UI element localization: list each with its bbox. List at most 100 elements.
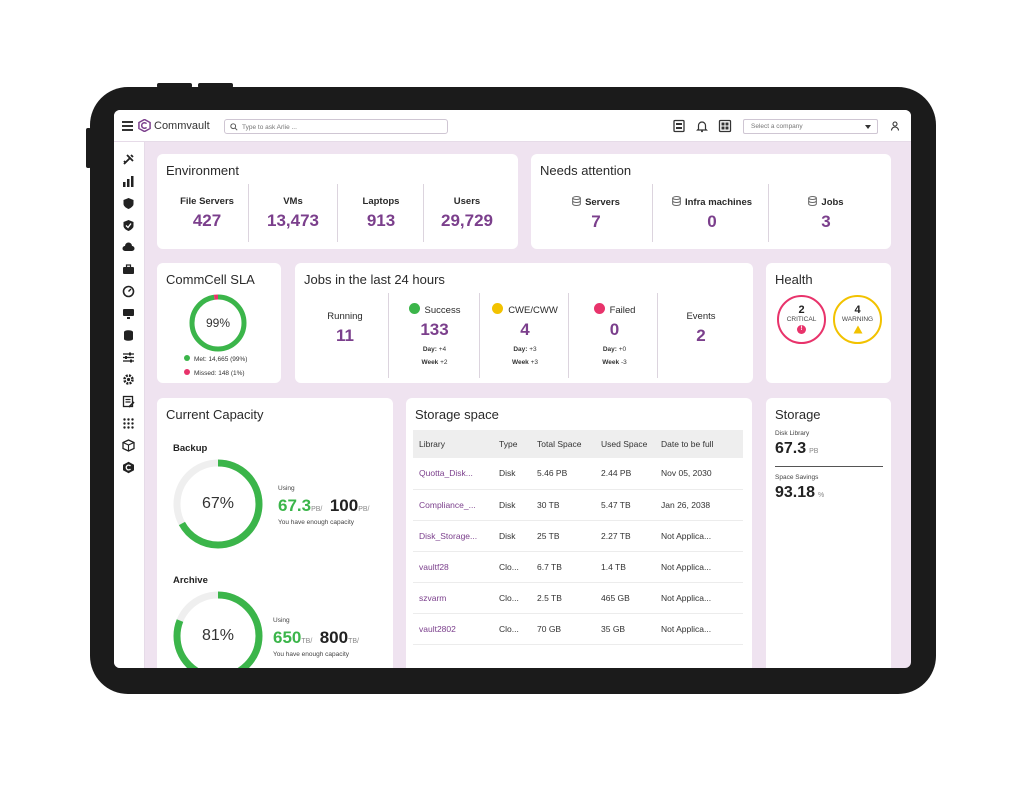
environment-title: Environment [166,163,239,178]
top-bar: Commvault Select a company [114,110,911,142]
table-cell: 2.44 PB [595,458,655,490]
divider [248,184,249,242]
jobs-success[interactable]: Success 133 Day: +4 Week +2 [392,303,477,366]
attention-servers[interactable]: Servers 7 [546,196,646,232]
health-warning[interactable]: 4 WARNING [833,295,882,344]
table-cell: 2.5 TB [531,582,595,614]
metric-file-servers[interactable]: File Servers 427 [167,196,247,231]
column-header[interactable]: Type [493,430,531,458]
tools-icon[interactable] [122,153,135,166]
sla-met-text: Met: 14,665 (99%) [194,356,248,363]
table-row[interactable]: vaultf28 Clo... 6.7 TB 1.4 TB Not Applic… [413,551,743,583]
health-critical[interactable]: 2 CRITICAL ! [777,295,826,344]
database-icon[interactable] [122,329,135,342]
library-link[interactable]: Disk_Storage... [413,520,493,552]
sliders-icon[interactable] [122,351,135,364]
company-select-value: Select a company [751,123,803,130]
health-title: Health [775,272,813,287]
metric-value: 0 [707,212,717,231]
attention-jobs[interactable]: Jobs 3 [776,196,876,232]
search-input[interactable] [242,121,442,133]
report-edit-icon[interactable] [122,395,135,408]
reports-icon[interactable] [672,119,686,133]
library-link[interactable]: vaultf28 [413,551,493,583]
backup-donut[interactable] [172,458,264,550]
library-link[interactable]: szvarm [413,582,493,614]
red-dot-icon [184,369,190,375]
jobs-cwe[interactable]: CWE/CWW 4 Day: +3 Week +3 [481,303,569,366]
apps-grid-icon[interactable] [718,119,732,133]
metric-value: 13,473 [267,211,319,230]
metric-vms[interactable]: VMs 13,473 [253,196,333,231]
failed-dot-icon [593,303,605,314]
commvault-hex-icon[interactable] [122,461,135,474]
column-header[interactable]: Total Space [531,430,595,458]
attention-infra-machines[interactable]: Infra machines 0 [657,196,767,232]
library-link[interactable]: vault2802 [413,613,493,645]
column-header[interactable]: Library [413,430,493,458]
metric-label: Success [424,305,461,316]
table-cell: 35 GB [595,613,655,645]
table-cell: 5.46 PB [531,458,595,490]
table-cell: Not Applica... [655,551,743,583]
space-savings-row[interactable]: 93.18% [775,484,824,502]
table-row[interactable]: Compliance_... Disk 30 TB 5.47 TB Jan 26… [413,489,743,521]
cloud-icon[interactable] [122,241,135,254]
day-label: Day: [602,346,617,353]
monitor-icon[interactable] [122,307,135,320]
table-cell: Disk [493,489,531,521]
metric-label: Servers [585,197,620,208]
metric-value: 29,729 [441,211,493,230]
table-row[interactable]: szvarm Clo... 2.5 TB 465 GB Not Applica.… [413,582,743,614]
table-cell: Not Applica... [655,613,743,645]
database-icon [808,196,818,206]
metric-laptops[interactable]: Laptops 913 [341,196,421,231]
briefcase-icon[interactable] [122,263,135,276]
shield-check-icon[interactable] [122,219,135,232]
library-link[interactable]: Quotta_Disk... [413,458,493,490]
analytics-icon[interactable] [122,175,135,188]
bell-icon[interactable] [695,119,709,133]
archive-donut[interactable] [172,590,264,668]
table-row[interactable]: Disk_Storage... Disk 25 TB 2.27 TB Not A… [413,520,743,552]
jobs-running[interactable]: Running 11 [305,311,385,346]
menu-icon[interactable] [122,121,133,131]
alert-icon: ! [797,325,806,334]
security-badge-icon[interactable] [122,197,135,210]
metric-label-row: Infra machines [657,196,767,208]
dashboard-gauge-icon[interactable] [122,285,135,298]
jobs-title: Jobs in the last 24 hours [304,272,445,287]
backup-note: You have enough capacity [278,519,355,526]
archive-total: 800 [319,628,349,647]
archive-total-unit: TB/ [348,638,359,645]
metric-label: File Servers [180,196,234,207]
table-row[interactable]: vault2802 Clo... 70 GB 35 GB Not Applica… [413,613,743,645]
jobs-failed[interactable]: Failed 0 Day: +0 Week -3 [572,303,657,366]
database-icon [572,196,581,206]
storage-space-card: Storage space Library Type Total Space U… [406,398,752,668]
sla-card[interactable]: CommCell SLA 99% Met: 14,665 (99%) Misse… [157,263,281,383]
table-row[interactable]: Quotta_Disk... Disk 5.46 PB 2.44 PB Nov … [413,458,743,490]
storage-table: Library Type Total Space Used Space Date… [413,430,743,645]
gear-icon[interactable] [122,373,135,386]
metric-label-row: Failed [572,303,657,316]
backup-total-unit: PB/ [358,506,370,513]
week-value: +3 [530,359,539,366]
day-value: +0 [618,346,627,353]
disk-library-row[interactable]: 67.3 PB [775,440,818,458]
library-link[interactable]: Compliance_... [413,489,493,521]
jobs-events[interactable]: Events 2 [661,311,741,346]
column-header[interactable]: Date to be full [655,430,743,458]
metric-label: Laptops [362,196,400,207]
column-header[interactable]: Used Space [595,430,655,458]
brand-name: Commvault [154,120,210,132]
apps-dots-icon[interactable] [122,417,135,430]
packages-icon[interactable] [122,439,135,452]
metric-users[interactable]: Users 29,729 [427,196,507,231]
search-box[interactable] [224,119,448,134]
backup-using-label: Using [278,485,295,492]
table-cell: 6.7 TB [531,551,595,583]
user-icon[interactable] [890,121,900,131]
table-cell: 30 TB [531,489,595,521]
company-select[interactable]: Select a company [743,119,878,134]
